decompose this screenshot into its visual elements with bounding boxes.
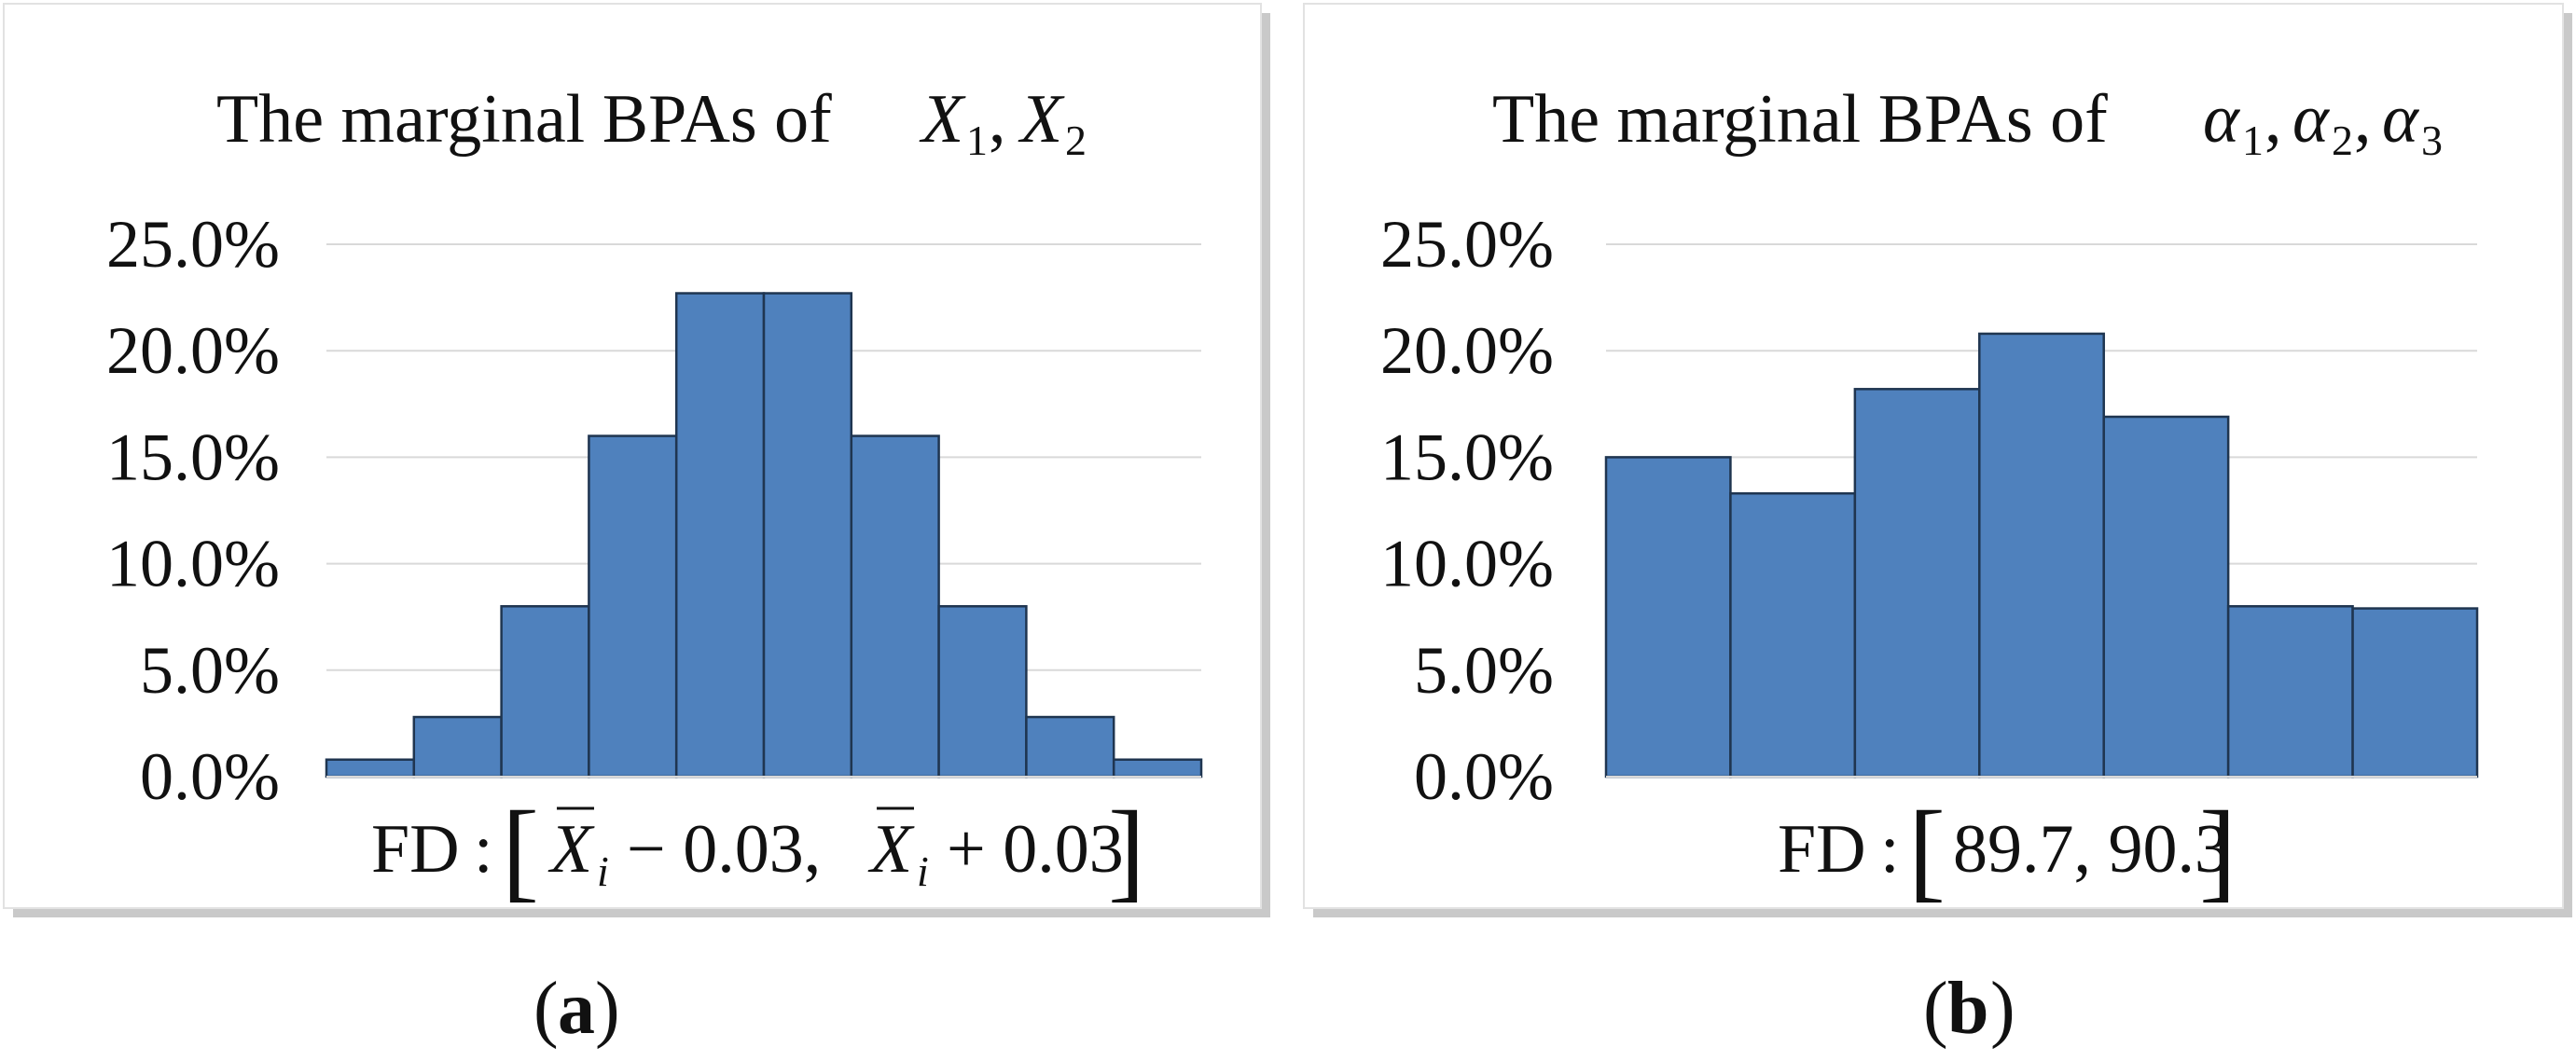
title-sub-b-2: 2 [2332, 117, 2353, 164]
title-math-b: α 1 , α 2 , α 3 [2203, 81, 2443, 164]
y-tick-label: 20.0% [106, 313, 280, 388]
panel-label-a-letter: a [558, 968, 595, 1050]
y-axis-ticks-b: 25.0% 20.0% 15.0% 10.0% 5.0% 0.0% [1380, 207, 1554, 814]
title-math-a: X 1 , X 2 [919, 81, 1087, 164]
x-label-left-sub-a: i [597, 847, 609, 895]
x-label-fd-a: FD [371, 811, 460, 888]
x-label-right-op-a: + 0.03 [947, 811, 1124, 888]
title-sym-a-1: X [919, 81, 966, 158]
y-tick-label: 0.0% [140, 739, 280, 814]
y-tick-label: 20.0% [1380, 313, 1554, 388]
bar [500, 605, 590, 779]
bar [588, 434, 678, 779]
bar [1025, 715, 1115, 779]
panel-label-b-close: ) [1990, 968, 2015, 1050]
bar [850, 434, 940, 779]
bar [1604, 456, 1732, 779]
panel-a: 25.0% 20.0% 15.0% 10.0% 5.0% 0.0% The margina… [3, 3, 1270, 917]
title-sym-b-2: α [2292, 81, 2331, 158]
bar [1112, 758, 1203, 779]
x-label-open-bracket-a: [ [502, 788, 539, 912]
y-tick-label: 5.0% [140, 633, 280, 708]
x-label-fd-b: FD [1778, 811, 1866, 888]
x-label-close-bracket-a: ] [1108, 788, 1145, 912]
title-sym-b-1: α [2203, 81, 2241, 158]
x-label-open-bracket-b: [ [1908, 788, 1946, 912]
y-tick-label: 25.0% [1380, 207, 1554, 282]
x-label-colon-b: : [1880, 811, 1900, 888]
y-axis-ticks-a: 25.0% 20.0% 15.0% 10.0% 5.0% 0.0% [106, 207, 280, 814]
y-tick-label: 15.0% [1380, 420, 1554, 494]
bar [1729, 491, 1857, 779]
y-tick-label: 0.0% [1414, 739, 1554, 814]
x-label-b: FD : [ 89.7, 90.3 ] [1778, 788, 2237, 912]
title-sep-a-1: , [989, 81, 1006, 158]
bar [2102, 415, 2230, 779]
x-label-a: FD : [ X i − 0.03, X i + 0.03 ] [371, 788, 1145, 912]
bar [762, 292, 853, 779]
bar [1978, 332, 2105, 779]
x-label-close-bracket-b: ] [2199, 788, 2237, 912]
y-tick-label: 5.0% [1414, 633, 1554, 708]
y-tick-label: 15.0% [106, 420, 280, 494]
chart-title-b: The marginal BPAs of [1492, 81, 2108, 158]
bar [1853, 388, 1981, 779]
title-sub-b-3: 3 [2421, 117, 2443, 164]
x-label-right-sub-a: i [917, 847, 929, 895]
title-sep-b-1: , [2264, 81, 2282, 158]
title-sep-b-2: , [2354, 81, 2372, 158]
panel-label-b-letter: b [1947, 968, 1989, 1050]
panel-label-b: ( b ) [1923, 968, 2015, 1050]
x-label-right-sym-a: X [867, 811, 915, 888]
y-tick-label: 10.0% [106, 527, 280, 601]
x-label-colon-a: : [474, 811, 493, 888]
panel-b: 25.0% 20.0% 15.0% 10.0% 5.0% 0.0% The margina… [1303, 3, 2572, 917]
x-label-left-sym-a: X [547, 811, 595, 888]
title-sym-b-3: α [2382, 81, 2420, 158]
chart-title-a: The marginal BPAs of [216, 81, 832, 158]
y-tick-label: 10.0% [1380, 527, 1554, 601]
bar [412, 715, 503, 779]
title-sub-a-1: 1 [966, 117, 988, 164]
bar [2226, 605, 2354, 779]
panel-label-b-open: ( [1923, 968, 1948, 1050]
title-sym-a-2: X [1018, 81, 1065, 158]
bar [937, 605, 1028, 779]
bar [325, 758, 416, 779]
bars-a [325, 292, 1203, 779]
x-label-range-b: 89.7, 90.3 [1953, 811, 2229, 888]
y-tick-label: 25.0% [106, 207, 280, 282]
panel-label-a: ( a ) [533, 968, 620, 1050]
panel-label-a-open: ( [533, 968, 559, 1050]
x-label-left-op-a: − 0.03, [627, 811, 821, 888]
title-sub-a-2: 2 [1065, 117, 1087, 164]
panel-label-a-close: ) [595, 968, 620, 1050]
bar [2351, 607, 2479, 779]
title-sub-b-1: 1 [2242, 117, 2264, 164]
bar [674, 292, 766, 779]
